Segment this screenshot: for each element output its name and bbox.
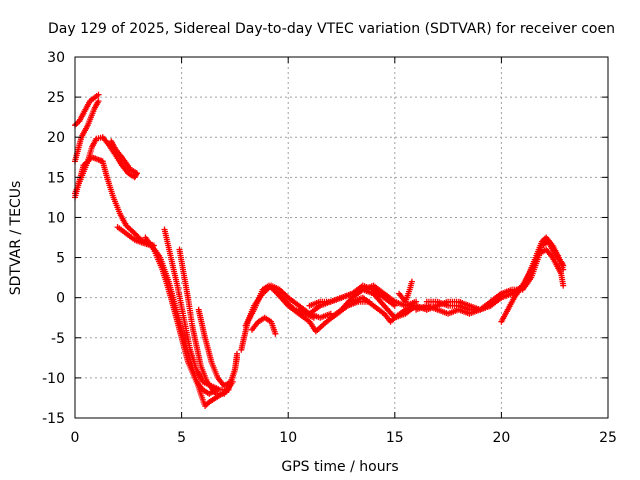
data-point [234, 354, 240, 361]
x-tick-label: 20 [492, 430, 510, 446]
y-tick-label: 20 [47, 130, 65, 146]
axes: 0 5 10 15 20 25 -15 -10 -5 0 5 10 15 20 25 30 [42, 50, 617, 446]
data-point [133, 170, 140, 177]
y-tick-label: 15 [47, 170, 65, 186]
plot-frame [74, 56, 609, 419]
y-tick-label: 0 [56, 291, 65, 307]
data-point [310, 314, 317, 321]
data-point [95, 98, 102, 105]
x-tick-label: 15 [386, 430, 404, 446]
y-axis-title: SDTVAR / TECUs [8, 181, 24, 296]
x-tick-label: 10 [279, 430, 297, 446]
y-tick-label: -5 [51, 331, 65, 347]
data-point [560, 282, 567, 289]
y-tick-label: 30 [47, 50, 65, 66]
x-axis-title: GPS time / hours [281, 459, 398, 475]
data-point [408, 278, 415, 285]
data-point [95, 91, 102, 98]
x-tick-label: 0 [71, 430, 80, 446]
grid [75, 57, 608, 418]
data-series [72, 91, 567, 409]
data-point [560, 262, 567, 269]
x-tick-label: 5 [177, 430, 186, 446]
y-tick-label: -15 [42, 411, 65, 427]
y-tick-label: 5 [56, 251, 65, 267]
series-satellite-tracks [72, 91, 567, 409]
y-tick-label: -10 [42, 371, 65, 387]
y-tick-label: 25 [47, 90, 65, 106]
y-tick-label: 10 [47, 210, 65, 226]
data-point [272, 330, 279, 337]
x-tick-label: 25 [599, 430, 617, 446]
chart-title: Day 129 of 2025, Sidereal Day-to-day VTE… [48, 21, 615, 37]
